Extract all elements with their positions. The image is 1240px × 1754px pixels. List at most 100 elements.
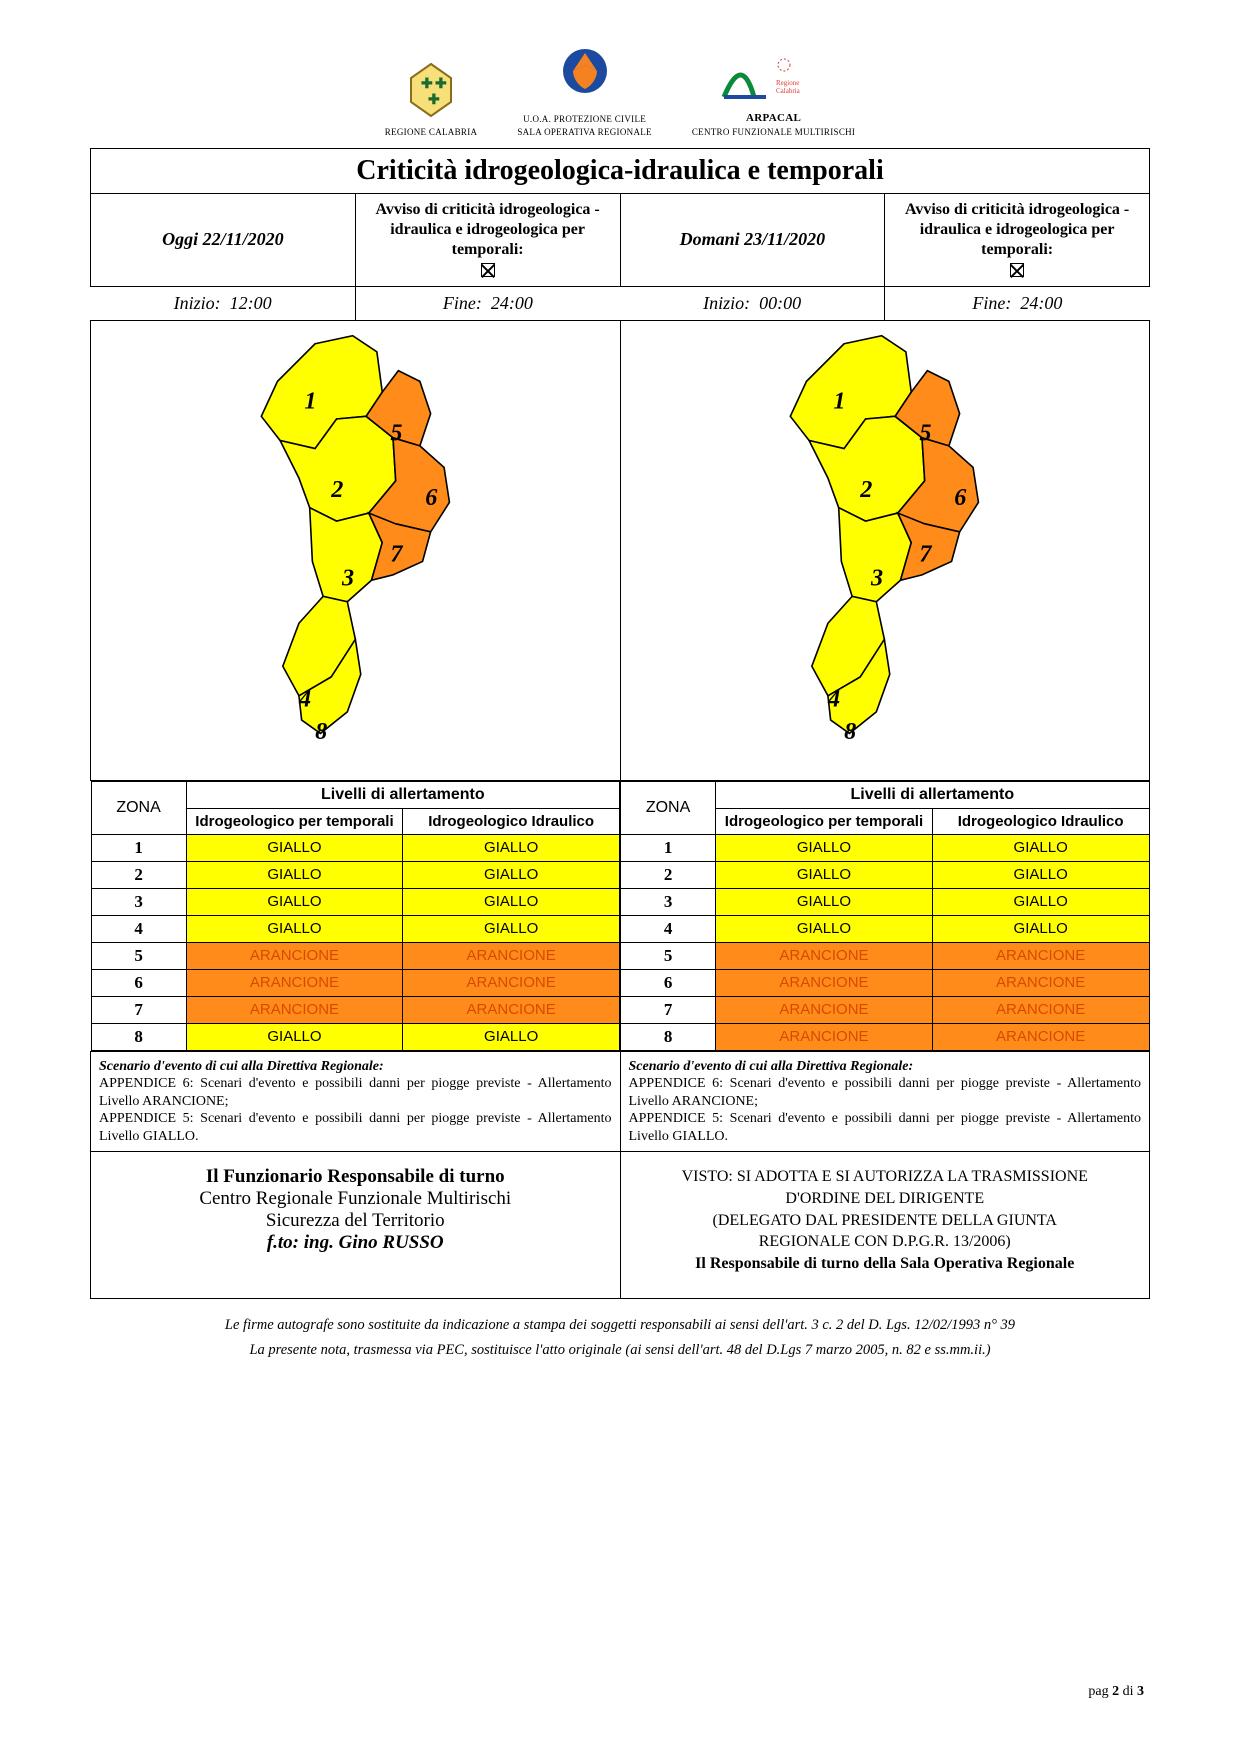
today-avviso-checkbox: [481, 263, 495, 277]
level-idraulico: GIALLO: [403, 915, 620, 942]
level-temporali: GIALLO: [716, 834, 933, 861]
map-zone-label: 5: [920, 419, 932, 446]
map-zone-label: 4: [827, 686, 840, 713]
level-temporali: GIALLO: [186, 834, 403, 861]
page-number: pag 2 di 3: [1088, 1684, 1144, 1700]
col-temporali-header: Idrogeologico per temporali: [186, 808, 403, 834]
levels-row: 7 ARANCIONE ARANCIONE: [91, 996, 620, 1023]
level-idraulico: GIALLO: [403, 861, 620, 888]
logo-arpacal: Regione Calabria ARPACAL CENTRO FUNZIONA…: [692, 40, 855, 138]
levels-group-header: Livelli di allertamento: [186, 781, 619, 808]
level-temporali: ARANCIONE: [716, 996, 933, 1023]
zone-number: 6: [91, 969, 186, 996]
level-idraulico: ARANCIONE: [403, 996, 620, 1023]
zone-number: 4: [91, 915, 186, 942]
footnote-1: Le firme autografe sono sostituite da in…: [90, 1313, 1150, 1338]
map-zone-label: 2: [330, 476, 343, 503]
levels-row: 4 GIALLO GIALLO: [621, 915, 1150, 942]
level-idraulico: ARANCIONE: [403, 969, 620, 996]
logo-regione: ✚ ✚ ✚ REGIONE CALABRIA: [385, 55, 478, 138]
level-temporali: ARANCIONE: [186, 942, 403, 969]
levels-table-tomorrow: ZONA Livelli di allertamentoIdrogeologic…: [620, 781, 1150, 1051]
footnote-2: La presente nota, trasmessa via PEC, sos…: [90, 1338, 1150, 1363]
level-temporali: ARANCIONE: [186, 969, 403, 996]
level-temporali: GIALLO: [186, 1023, 403, 1050]
zona-header: ZONA: [91, 781, 186, 834]
svg-text:Regione: Regione: [776, 79, 799, 87]
svg-text:✚: ✚: [421, 77, 433, 92]
zone-number: 3: [621, 888, 716, 915]
levels-row: 8 ARANCIONE ARANCIONE: [621, 1023, 1150, 1050]
level-temporali: ARANCIONE: [716, 942, 933, 969]
level-idraulico: GIALLO: [403, 834, 620, 861]
levels-row: 2 GIALLO GIALLO: [621, 861, 1150, 888]
tomorrow-avviso-checkbox: [1010, 263, 1024, 277]
levels-row: 6 ARANCIONE ARANCIONE: [621, 969, 1150, 996]
levels-row: 8 GIALLO GIALLO: [91, 1023, 620, 1050]
level-temporali: ARANCIONE: [716, 969, 933, 996]
levels-row: 7 ARANCIONE ARANCIONE: [621, 996, 1150, 1023]
logo-regione-caption: REGIONE CALABRIA: [385, 127, 478, 138]
levels-row: 1 GIALLO GIALLO: [621, 834, 1150, 861]
level-temporali: GIALLO: [186, 915, 403, 942]
map-zone-label: 7: [390, 540, 403, 567]
logo-protezione-caption-1: U.O.A. PROTEZIONE CIVILE: [517, 114, 652, 125]
scenario-tomorrow: Scenario d'evento di cui alla Direttiva …: [620, 1051, 1150, 1152]
logo-protezione-civile: U.O.A. PROTEZIONE CIVILE SALA OPERATIVA …: [517, 42, 652, 138]
signature-right: VISTO: SI ADOTTA E SI AUTORIZZA LA TRASM…: [620, 1152, 1150, 1299]
level-temporali: GIALLO: [716, 888, 933, 915]
map-zone-label: 1: [834, 387, 846, 414]
levels-group-header: Livelli di allertamento: [716, 781, 1149, 808]
bulletin-title: Criticità idrogeologica-idraulica e temp…: [91, 148, 1150, 193]
zona-header: ZONA: [621, 781, 716, 834]
map-zone-label: 8: [844, 718, 856, 745]
tomorrow-fine: Fine: 24:00: [885, 287, 1149, 320]
levels-table-today: ZONA Livelli di allertamentoIdrogeologic…: [91, 781, 621, 1051]
col-temporali-header: Idrogeologico per temporali: [716, 808, 933, 834]
zone-number: 8: [621, 1023, 716, 1050]
tomorrow-inizio: Inizio: 00:00: [620, 287, 885, 320]
svg-text:✚: ✚: [428, 93, 440, 108]
levels-row: 5 ARANCIONE ARANCIONE: [91, 942, 620, 969]
zone-number: 7: [621, 996, 716, 1023]
footnotes: Le firme autografe sono sostituite da in…: [90, 1313, 1150, 1362]
zone-number: 5: [621, 942, 716, 969]
zone-number: 7: [91, 996, 186, 1023]
levels-row: 4 GIALLO GIALLO: [91, 915, 620, 942]
levels-row: 5 ARANCIONE ARANCIONE: [621, 942, 1150, 969]
today-avviso: Avviso di criticità idrogeologica - idra…: [355, 193, 620, 286]
map-zone-label: 1: [304, 387, 316, 414]
level-idraulico: GIALLO: [932, 834, 1149, 861]
level-temporali: ARANCIONE: [186, 996, 403, 1023]
signature-left: Il Funzionario Responsabile di turno Cen…: [91, 1152, 621, 1299]
tomorrow-map: 12345678: [620, 320, 1150, 780]
levels-row: 3 GIALLO GIALLO: [621, 888, 1150, 915]
zone-number: 1: [91, 834, 186, 861]
map-zone-label: 3: [341, 565, 354, 592]
level-temporali: ARANCIONE: [716, 1023, 933, 1050]
tomorrow-date-label: Domani 23/11/2020: [620, 193, 885, 286]
zone-number: 3: [91, 888, 186, 915]
scenario-today: Scenario d'evento di cui alla Direttiva …: [91, 1051, 621, 1152]
map-zone-label: 8: [315, 718, 327, 745]
levels-row: 3 GIALLO GIALLO: [91, 888, 620, 915]
map-zone-label: 7: [920, 540, 933, 567]
level-idraulico: GIALLO: [932, 888, 1149, 915]
col-idraulico-header: Idrogeologico Idraulico: [403, 808, 620, 834]
level-temporali: GIALLO: [186, 861, 403, 888]
level-idraulico: ARANCIONE: [932, 1023, 1149, 1050]
level-idraulico: ARANCIONE: [932, 942, 1149, 969]
level-idraulico: ARANCIONE: [932, 996, 1149, 1023]
level-idraulico: GIALLO: [932, 915, 1149, 942]
zone-number: 6: [621, 969, 716, 996]
level-temporali: GIALLO: [716, 861, 933, 888]
svg-text:Calabria: Calabria: [776, 87, 801, 95]
today-fine: Fine: 24:00: [356, 287, 620, 320]
map-zone-label: 6: [425, 484, 438, 511]
levels-row: 2 GIALLO GIALLO: [91, 861, 620, 888]
tomorrow-avviso: Avviso di criticità idrogeologica - idra…: [885, 193, 1150, 286]
levels-row: 1 GIALLO GIALLO: [91, 834, 620, 861]
level-idraulico: GIALLO: [932, 861, 1149, 888]
today-date-label: Oggi 22/11/2020: [91, 193, 356, 286]
today-map: 12345678: [91, 320, 621, 780]
